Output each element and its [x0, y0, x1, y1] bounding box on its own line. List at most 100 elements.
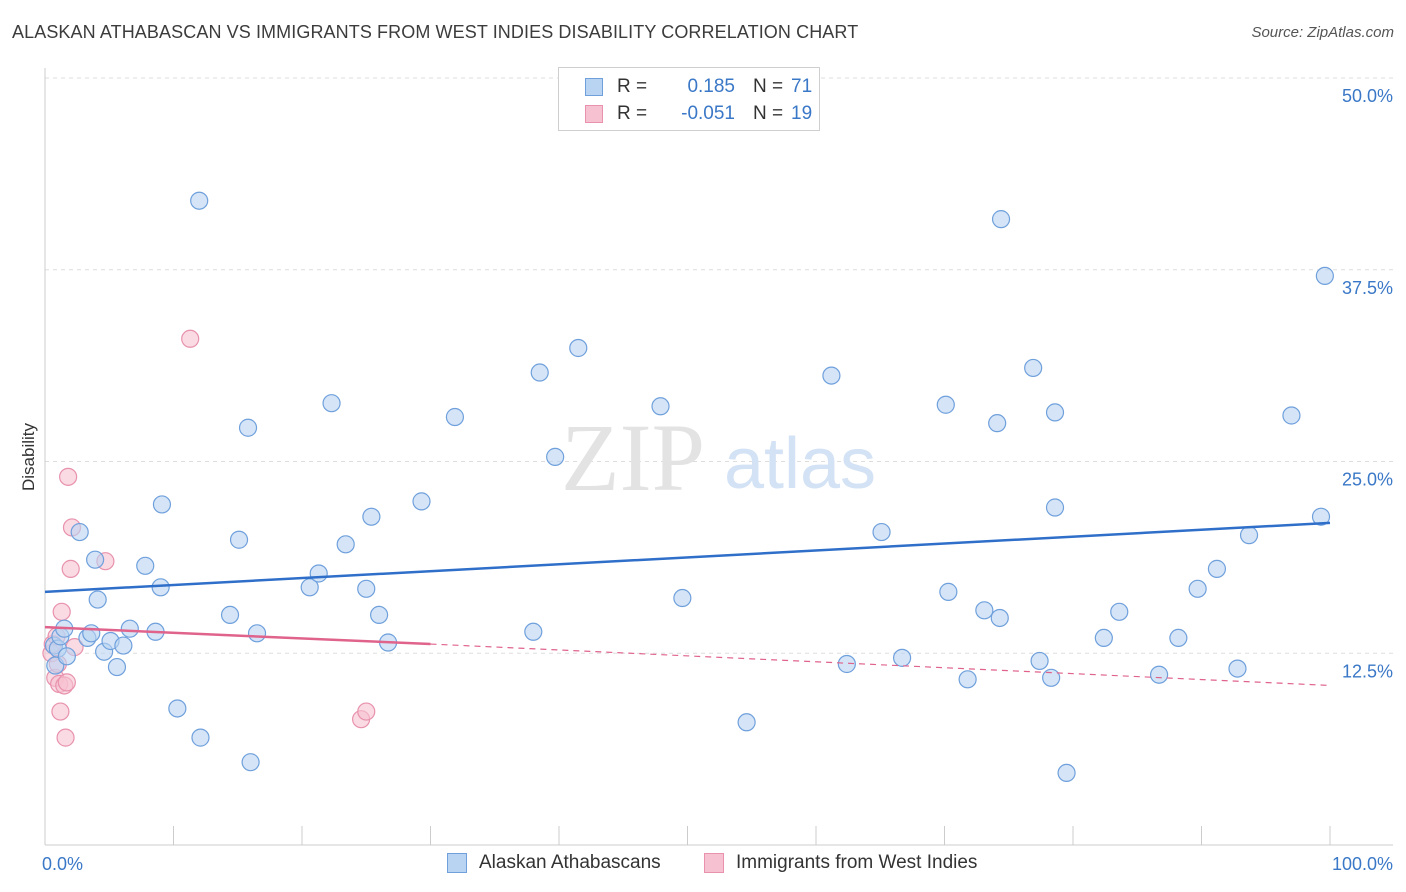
athabascan-point: [530, 363, 549, 382]
series-legend-label: Immigrants from West Indies: [736, 852, 978, 873]
watermark: ZIP atlas: [561, 404, 876, 511]
legend-n-label: N =: [753, 76, 784, 97]
athabascan-point: [190, 191, 209, 210]
athabascan-point: [872, 522, 891, 542]
athabascan-point: [362, 507, 381, 526]
athabascan-point: [975, 601, 994, 620]
athabascan-points: [44, 191, 1334, 783]
west-indies-trend-line: [44, 625, 431, 646]
athabascan-point: [737, 713, 756, 732]
series-legend-west-indies: Immigrants from West Indies: [704, 852, 977, 874]
athabascan-point: [991, 210, 1011, 229]
athabascan-point: [168, 699, 187, 718]
series-legend-label: Alaskan Athabascans: [479, 852, 661, 873]
athabascan-point: [524, 622, 543, 641]
blue-swatch: [585, 78, 603, 96]
y-tick-label: 50.0%: [1342, 86, 1393, 106]
legend-r-value: -0.051: [681, 103, 735, 124]
series-legend-athabascan: Alaskan Athabascans: [447, 852, 661, 874]
grid-lines: [45, 77, 1393, 654]
pink-swatch: [704, 853, 724, 873]
athabascan-point: [1024, 358, 1043, 378]
athabascan-point: [958, 670, 977, 689]
athabascan-point: [569, 338, 588, 358]
athabascan-point: [673, 588, 692, 608]
west-indies-point: [51, 702, 70, 721]
athabascan-point: [114, 636, 133, 655]
athabascan-point: [1057, 763, 1076, 783]
athabascan-point: [412, 492, 431, 511]
athabascan-point: [322, 394, 341, 413]
athabascan-point: [370, 605, 389, 625]
athabascan-point: [136, 556, 155, 575]
west-indies-point: [61, 559, 80, 578]
athabascan-point: [546, 447, 565, 466]
athabascan-point: [1045, 403, 1065, 422]
legend-r-value: 0.185: [687, 76, 735, 97]
athabascan-point: [892, 648, 912, 667]
correlation-legend: R = 0.185 N = 71 R = -0.051 N = 19: [558, 67, 820, 131]
axes: [44, 68, 1393, 846]
athabascan-point: [241, 753, 260, 772]
pink-swatch: [585, 105, 603, 123]
y-tick-label: 12.5%: [1342, 661, 1393, 681]
athabascan-point: [1030, 651, 1049, 671]
blue-swatch: [447, 853, 467, 873]
athabascan-point: [837, 654, 856, 674]
west-indies-point: [59, 467, 78, 486]
athabascan-point: [107, 657, 127, 677]
legend-row-athabascan: R = 0.185 N = 71: [585, 74, 812, 100]
athabascan-point: [151, 578, 170, 597]
west-indies-trend-extension: [430, 643, 1331, 687]
athabascan-point: [82, 624, 101, 643]
legend-row-west-indies: R = -0.051 N = 19: [585, 101, 812, 127]
legend-n-value: 19: [791, 103, 813, 124]
chart-title: ALASKAN ATHABASCAN VS IMMIGRANTS FROM WE…: [12, 22, 859, 42]
y-tick-label: 37.5%: [1342, 278, 1393, 298]
athabascan-point: [822, 366, 841, 385]
y-axis-label: Disability: [19, 422, 38, 491]
athabascan-point: [1149, 665, 1169, 684]
athabascan-point: [86, 550, 105, 569]
athabascan-point: [229, 530, 249, 549]
watermark-atlas: atlas: [724, 424, 876, 504]
tick-labels: 12.5% 25.0% 37.5% 50.0% 0.0% 100.0%: [42, 86, 1393, 874]
watermark-zip: ZIP: [561, 404, 705, 511]
athabascan-point: [1188, 579, 1207, 598]
athabascan-point: [990, 608, 1009, 628]
legend-n-label: N =: [753, 103, 784, 124]
athabascan-point: [1228, 659, 1247, 678]
athabascan-point: [1311, 507, 1331, 526]
athabascan-point: [191, 728, 210, 747]
west-indies-point: [357, 702, 376, 721]
source-label: Source: ZipAtlas.com: [1251, 24, 1394, 41]
athabascan-point: [70, 522, 89, 542]
west-indies-point: [52, 602, 71, 621]
athabascan-point: [939, 582, 958, 601]
trend-lines: [44, 521, 1331, 687]
west-indies-point: [57, 673, 76, 692]
athabascan-point: [152, 495, 172, 514]
x-tick-label: 100.0%: [1332, 854, 1393, 874]
athabascan-point: [1207, 559, 1227, 578]
athabascan-point: [357, 579, 376, 598]
athabascan-point: [1110, 602, 1129, 621]
athabascan-point: [120, 619, 139, 638]
x-tick-label: 0.0%: [42, 854, 83, 874]
athabascan-point: [936, 395, 955, 414]
athabascan-point: [988, 414, 1007, 433]
athabascan-point: [88, 590, 107, 609]
west-indies-point: [56, 728, 75, 747]
athabascan-point: [1042, 668, 1061, 687]
athabascan-point: [57, 647, 76, 666]
legend-r-label: R =: [617, 76, 648, 97]
athabascan-point: [247, 624, 267, 643]
athabascan-point: [1169, 628, 1188, 648]
athabascan-point: [1315, 266, 1334, 285]
athabascan-point: [1282, 406, 1301, 425]
athabascan-point: [1239, 526, 1259, 545]
west-indies-points: [42, 329, 376, 747]
athabascan-point: [220, 605, 240, 625]
athabascan-point: [445, 407, 465, 427]
